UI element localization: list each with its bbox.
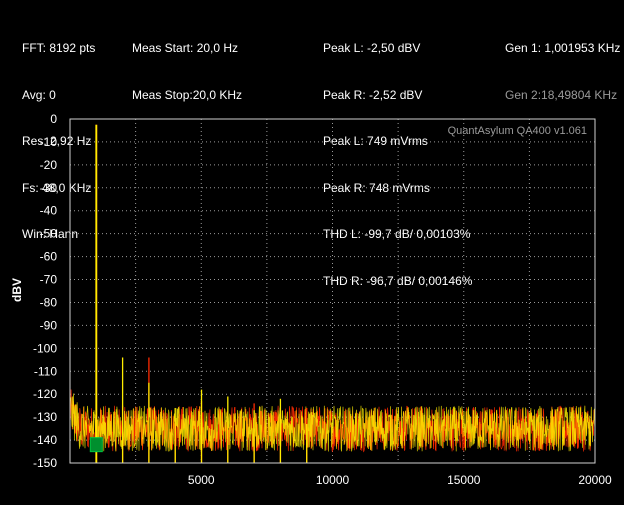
- green-square-marker-icon[interactable]: [89, 437, 103, 453]
- peak-l-dbv-label: Peak L: -2,50 dBV: [323, 41, 421, 55]
- y-tick-label: 0: [50, 112, 57, 126]
- peak-readout-block: Peak L: -2,50 dBV Peak R: -2,52 dBV Peak…: [323, 10, 472, 305]
- peak-r-dbv-label: Peak R: -2,52 dBV: [323, 87, 423, 102]
- gen2-label: Gen 2:18,49804 KHz: [505, 87, 618, 102]
- y-tick-label: -130: [33, 410, 57, 424]
- y-tick-label: -60: [40, 250, 58, 264]
- peak-r-mvrms-label: Peak R: 748 mVrms: [323, 180, 430, 195]
- generator-block: Gen 1: 1,001953 KHz Gen 2:18,49804 KHz: [505, 10, 624, 119]
- measurement-range-block: Meas Start: 20,0 Hz Meas Stop:20,0 KHz: [132, 10, 242, 119]
- window-label: Win: Hann: [22, 227, 79, 241]
- x-tick-label: 5000: [188, 473, 215, 487]
- grid-layer: [70, 118, 595, 464]
- y-tick-label: -150: [33, 456, 57, 470]
- marker-layer[interactable]: [89, 437, 103, 453]
- fft-points-label: FFT: 8192 pts: [22, 41, 96, 55]
- y-tick-label: -20: [40, 158, 58, 172]
- y-tick-label: -90: [40, 318, 58, 332]
- harmonic-peaks-layer: [95, 124, 308, 463]
- gen1-label: Gen 1: 1,001953 KHz: [505, 41, 621, 55]
- noise-trace: [69, 393, 596, 453]
- meas-start-label: Meas Start: 20,0 Hz: [132, 41, 239, 55]
- averaging-label: Avg: 0: [22, 87, 56, 102]
- y-tick-label: -80: [40, 295, 58, 309]
- x-tick-label: 15000: [447, 473, 481, 487]
- y-tick-label: -30: [40, 181, 58, 195]
- thd-r-label: THD R: -96,7 dB/ 0,00146%: [323, 273, 473, 288]
- y-tick-label: -10: [40, 135, 58, 149]
- y-tick-label: -40: [40, 204, 58, 218]
- watermark-label: QuantAsylum QA400 v1.061: [448, 125, 587, 137]
- y-tick-label: -110: [34, 364, 57, 378]
- fft-params-block: FFT: 8192 pts Avg: 0 Res: 2,92 Hz Fs: 48…: [22, 10, 95, 258]
- x-tick-labels: 5000 10000 15000 20000: [188, 473, 612, 487]
- x-tick-label: 20000: [578, 473, 612, 487]
- peak-l-mvrms-label: Peak L: 749 mVrms: [323, 134, 428, 148]
- noise-floor-layer: [69, 389, 596, 453]
- plot-frame: [69, 118, 596, 464]
- y-axis-label: dBV: [10, 278, 24, 302]
- sample-rate-label: Fs: 48,0 KHz: [22, 180, 92, 195]
- y-tick-label: -100: [33, 341, 57, 355]
- resolution-label: Res: 2,92 Hz: [22, 134, 92, 148]
- y-tick-label: -70: [40, 273, 58, 287]
- x-tick-label: 10000: [316, 473, 350, 487]
- y-tick-label: -50: [40, 227, 58, 241]
- y-tick-labels: 0 -10 -20 -30 -40 -50 -60 -70 -80 -90 -100 -110 -120…: [33, 112, 57, 470]
- y-tick-label: -120: [33, 387, 57, 401]
- meas-stop-label: Meas Stop:20,0 KHz: [132, 87, 243, 102]
- y-tick-label: -140: [33, 433, 57, 447]
- noise-trace: [69, 389, 596, 453]
